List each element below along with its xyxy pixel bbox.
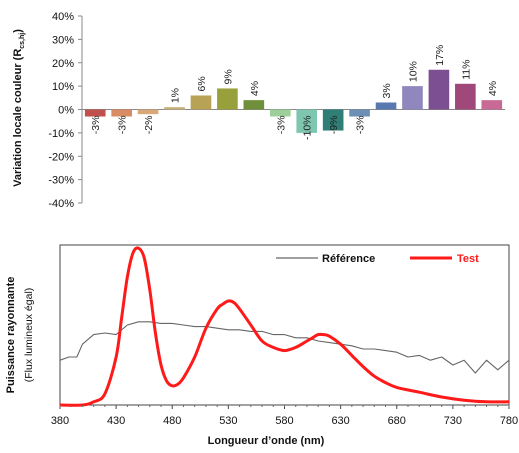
bar-chart: Variation locale couleur (Rcs,hj) 40% 30%… bbox=[12, 11, 505, 210]
bar-label: -3% bbox=[117, 116, 129, 135]
bottom-y-axis-title: Puissance rayonnante bbox=[5, 277, 17, 394]
x-tick-label: 530 bbox=[219, 415, 237, 427]
top-y-axis-title: Variation locale couleur (Rcs,hj) bbox=[12, 29, 26, 187]
legend-test-label: Test bbox=[457, 253, 479, 265]
bar bbox=[84, 109, 106, 117]
test-series-line bbox=[59, 246, 510, 407]
bar bbox=[375, 102, 397, 110]
x-ticks: 380 430 480 530 580 630 680 730 780 bbox=[51, 405, 518, 427]
top-y-tick-label: -20% bbox=[48, 151, 74, 163]
bottom-y-axis-subtitle: (Flux lumineux égal) bbox=[23, 288, 35, 383]
x-tick-label: 680 bbox=[388, 415, 406, 427]
x-tick-label: 780 bbox=[500, 415, 518, 427]
bar-label: 11% bbox=[460, 60, 472, 80]
bar bbox=[296, 109, 318, 133]
bar-label: -9% bbox=[328, 116, 340, 135]
x-tick-label: 380 bbox=[51, 415, 69, 427]
bar-label: -10% bbox=[302, 116, 314, 141]
legend: Référence Test bbox=[276, 253, 479, 265]
legend-reference-label: Référence bbox=[322, 253, 375, 265]
top-y-tick-label: -30% bbox=[48, 175, 74, 187]
series-lines bbox=[59, 246, 510, 407]
top-y-tick-label: 40% bbox=[52, 11, 74, 23]
bar-label: 9% bbox=[222, 69, 234, 84]
reference-series-line bbox=[59, 321, 510, 374]
bar bbox=[164, 107, 185, 110]
bar bbox=[349, 109, 370, 117]
bar bbox=[137, 109, 159, 115]
x-tick-label: 580 bbox=[275, 415, 293, 427]
bar-label: 17% bbox=[434, 45, 446, 66]
top-bars bbox=[84, 69, 503, 133]
top-y-tick-label: 0% bbox=[58, 105, 74, 117]
x-tick-label: 630 bbox=[331, 415, 349, 427]
bar bbox=[269, 109, 291, 117]
top-y-ticks: 40% 30% 20% 10% 0% -10% -20% -30% -40% bbox=[48, 11, 82, 210]
bar bbox=[455, 83, 476, 110]
spectrum-chart: Puissance rayonnante (Flux lumineux égal… bbox=[5, 244, 518, 447]
top-bar-labels: -3% -3% -2% 1% 6% 9% 4% -3% -10% -9% -3% 3% 10% 17% 11… bbox=[90, 45, 499, 140]
bar-label: 3% bbox=[381, 83, 393, 98]
bar-label: 6% bbox=[196, 76, 208, 91]
bar bbox=[428, 69, 450, 110]
bar-label: 4% bbox=[487, 81, 499, 96]
bar bbox=[243, 100, 265, 110]
bar-label: -3% bbox=[355, 116, 367, 135]
bar-label: -3% bbox=[90, 116, 102, 135]
bar bbox=[217, 88, 238, 110]
x-tick-label: 730 bbox=[444, 415, 462, 427]
bar-label: -2% bbox=[143, 116, 155, 135]
bar bbox=[111, 109, 132, 117]
bar-label: 4% bbox=[249, 81, 261, 96]
top-y-tick-label: -40% bbox=[48, 198, 74, 210]
top-y-tick-label: -10% bbox=[48, 128, 74, 140]
bar bbox=[481, 100, 503, 110]
bar-label: 1% bbox=[170, 88, 182, 103]
bar bbox=[402, 86, 423, 110]
bar-label: 10% bbox=[407, 61, 419, 82]
x-tick-label: 480 bbox=[163, 415, 181, 427]
bar-label: -3% bbox=[275, 116, 287, 135]
top-y-tick-label: 10% bbox=[52, 81, 74, 93]
bar bbox=[322, 109, 344, 131]
x-axis-title: Longueur d’onde (nm) bbox=[208, 435, 325, 447]
top-y-tick-label: 20% bbox=[52, 58, 74, 70]
x-tick-label: 430 bbox=[107, 415, 125, 427]
bar bbox=[190, 95, 212, 110]
top-y-tick-label: 30% bbox=[52, 34, 74, 46]
